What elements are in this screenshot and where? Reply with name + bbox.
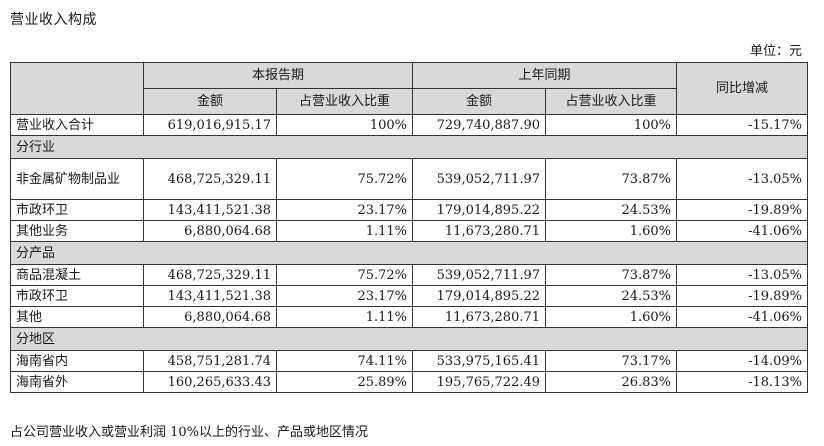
header-prior-period: 上年同期 bbox=[412, 62, 678, 89]
yoy-cell: -19.89% bbox=[676, 199, 809, 221]
cur-amount-cell: 468,725,329.11 bbox=[143, 158, 277, 200]
row-label: 市政环卫 bbox=[10, 199, 144, 221]
yoy-cell: -13.05% bbox=[676, 264, 809, 286]
cur-share-cell: 1.11% bbox=[275, 306, 414, 328]
cur-amount-cell: 6,880,064.68 bbox=[143, 220, 277, 242]
row-label: 营业收入合计 bbox=[10, 114, 144, 136]
prior-share-cell: 24.53% bbox=[545, 199, 678, 221]
cur-amount-cell: 619,016,915.17 bbox=[143, 114, 277, 136]
prior-amount-cell: 195,765,722.49 bbox=[412, 371, 547, 393]
row-label: 海南省内 bbox=[10, 350, 144, 372]
yoy-cell: -41.06% bbox=[676, 220, 809, 242]
table-row: 市政环卫 143,411,521.38 23.17% 179,014,895.2… bbox=[10, 285, 809, 307]
row-label: 商品混凝土 bbox=[10, 264, 144, 286]
yoy-cell: -13.05% bbox=[676, 158, 809, 200]
cur-share-cell: 100% bbox=[275, 114, 414, 136]
prior-amount-cell: 11,673,280.71 bbox=[412, 306, 547, 328]
prior-share-cell: 24.53% bbox=[545, 285, 678, 307]
prior-share-cell: 26.83% bbox=[545, 371, 678, 393]
cur-share-cell: 74.11% bbox=[275, 350, 414, 372]
prior-amount-cell: 11,673,280.71 bbox=[412, 220, 547, 242]
yoy-cell: -15.17% bbox=[676, 114, 809, 136]
prior-share-cell: 1.60% bbox=[545, 306, 678, 328]
header-yoy: 同比增减 bbox=[676, 62, 809, 115]
table-row: 其他 6,880,064.68 1.11% 11,673,280.71 1.60… bbox=[10, 306, 809, 328]
header-prior-amount: 金额 bbox=[412, 88, 547, 115]
yoy-cell: -18.13% bbox=[676, 371, 809, 393]
table-row: 非金属矿物制品业 468,725,329.11 75.72% 539,052,7… bbox=[10, 158, 809, 200]
prior-amount-cell: 729,740,887.90 bbox=[412, 114, 547, 136]
cur-share-cell: 1.11% bbox=[275, 220, 414, 242]
section-label: 分行业 bbox=[9, 135, 809, 159]
yoy-cell: -41.06% bbox=[676, 306, 809, 328]
yoy-cell: -14.09% bbox=[676, 350, 809, 372]
header-cur-amount: 金额 bbox=[143, 88, 277, 115]
row-label: 非金属矿物制品业 bbox=[10, 158, 144, 200]
prior-share-cell: 100% bbox=[545, 114, 678, 136]
row-label: 市政环卫 bbox=[10, 285, 144, 307]
prior-share-cell: 1.60% bbox=[545, 220, 678, 242]
row-label: 其他 bbox=[10, 306, 144, 328]
cur-share-cell: 23.17% bbox=[275, 285, 414, 307]
unit-label: 单位：元 bbox=[749, 44, 802, 59]
cur-amount-cell: 143,411,521.38 bbox=[143, 285, 277, 307]
prior-amount-cell: 539,052,711.97 bbox=[412, 158, 547, 200]
section-label: 分地区 bbox=[9, 327, 809, 351]
total-row: 营业收入合计 619,016,915.17 100% 729,740,887.9… bbox=[10, 114, 809, 136]
cur-amount-cell: 468,725,329.11 bbox=[143, 264, 277, 286]
table-row: 海南省外 160,265,633.43 25.89% 195,765,722.4… bbox=[10, 371, 809, 393]
row-label: 海南省外 bbox=[10, 371, 144, 393]
table-body: 营业收入合计 619,016,915.17 100% 729,740,887.9… bbox=[9, 114, 809, 393]
prior-share-cell: 73.87% bbox=[545, 158, 678, 200]
cur-amount-cell: 160,265,633.43 bbox=[143, 371, 277, 393]
prior-share-cell: 73.87% bbox=[545, 264, 678, 286]
prior-amount-cell: 179,014,895.22 bbox=[412, 285, 547, 307]
cur-share-cell: 23.17% bbox=[275, 199, 414, 221]
header-corner-cell bbox=[10, 62, 144, 115]
prior-amount-cell: 179,014,895.22 bbox=[412, 199, 547, 221]
prior-amount-cell: 533,975,165.41 bbox=[412, 350, 547, 372]
section-header-industry: 分行业 bbox=[9, 135, 809, 159]
table-row: 商品混凝土 468,725,329.11 75.72% 539,052,711.… bbox=[10, 264, 809, 286]
header-current-period: 本报告期 bbox=[142, 62, 414, 89]
cur-share-cell: 75.72% bbox=[275, 158, 414, 200]
table-header: 本报告期 上年同期 同比增减 金额 占营业收入比重 金额 占营业收入比重 bbox=[10, 62, 809, 115]
cur-share-cell: 25.89% bbox=[275, 371, 414, 393]
page-title: 营业收入构成 bbox=[10, 12, 97, 28]
footnote: 占公司营业收入或营业利润 10%以上的行业、产品或地区情况 bbox=[10, 425, 369, 440]
table-row: 其他业务 6,880,064.68 1.11% 11,673,280.71 1.… bbox=[10, 220, 809, 242]
header-prior-share: 占营业收入比重 bbox=[545, 88, 678, 115]
section-header-product: 分产品 bbox=[9, 241, 809, 265]
yoy-cell: -19.89% bbox=[676, 285, 809, 307]
cur-amount-cell: 458,751,281.74 bbox=[143, 350, 277, 372]
cur-amount-cell: 143,411,521.38 bbox=[143, 199, 277, 221]
section-label: 分产品 bbox=[9, 241, 809, 265]
section-header-region: 分地区 bbox=[9, 327, 809, 351]
revenue-table: 本报告期 上年同期 同比增减 金额 占营业收入比重 金额 占营业收入比重 营业收… bbox=[9, 62, 809, 393]
header-cur-share: 占营业收入比重 bbox=[275, 88, 414, 115]
cur-amount-cell: 6,880,064.68 bbox=[143, 306, 277, 328]
cur-share-cell: 75.72% bbox=[275, 264, 414, 286]
prior-share-cell: 73.17% bbox=[545, 350, 678, 372]
table-row: 海南省内 458,751,281.74 74.11% 533,975,165.4… bbox=[10, 350, 809, 372]
prior-amount-cell: 539,052,711.97 bbox=[412, 264, 547, 286]
row-label: 其他业务 bbox=[10, 220, 144, 242]
table-row: 市政环卫 143,411,521.38 23.17% 179,014,895.2… bbox=[10, 199, 809, 221]
